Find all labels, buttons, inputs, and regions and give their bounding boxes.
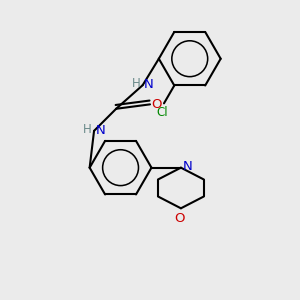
Text: Cl: Cl bbox=[157, 106, 168, 119]
Text: O: O bbox=[151, 98, 162, 111]
Text: N: N bbox=[182, 160, 192, 173]
Text: N: N bbox=[144, 78, 154, 91]
Text: O: O bbox=[174, 212, 185, 225]
Text: H: H bbox=[132, 77, 140, 90]
Text: H: H bbox=[83, 123, 92, 136]
Text: N: N bbox=[95, 124, 105, 137]
